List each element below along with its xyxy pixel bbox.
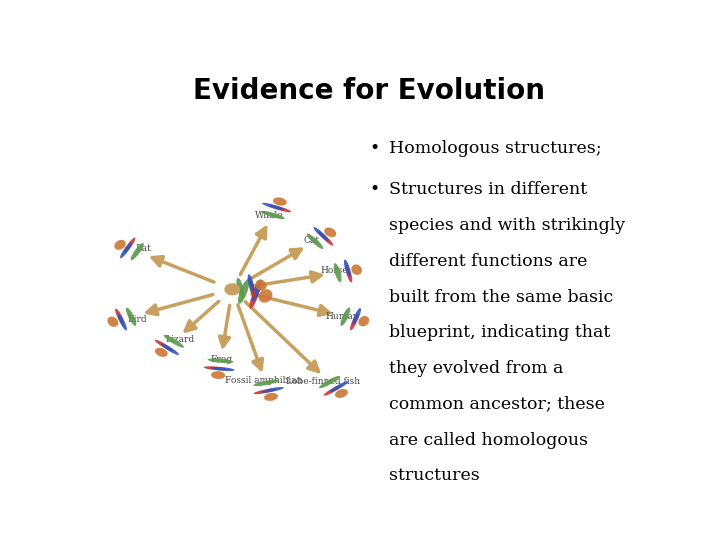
Text: built from the same basic: built from the same basic bbox=[389, 288, 613, 306]
Ellipse shape bbox=[249, 280, 256, 299]
Ellipse shape bbox=[252, 279, 262, 301]
Ellipse shape bbox=[117, 314, 127, 330]
Text: Lizard: Lizard bbox=[166, 335, 195, 344]
Ellipse shape bbox=[236, 278, 244, 298]
Ellipse shape bbox=[351, 265, 362, 275]
Text: Whale: Whale bbox=[255, 211, 283, 220]
Text: Structures in different: Structures in different bbox=[389, 181, 587, 198]
Circle shape bbox=[225, 284, 240, 295]
Ellipse shape bbox=[313, 227, 328, 241]
Ellipse shape bbox=[204, 366, 228, 370]
Ellipse shape bbox=[114, 240, 126, 250]
Text: they evolved from a: they evolved from a bbox=[389, 360, 563, 377]
Text: different functions are: different functions are bbox=[389, 253, 587, 270]
Ellipse shape bbox=[124, 238, 135, 253]
Text: Evidence for Evolution: Evidence for Evolution bbox=[193, 77, 545, 105]
Ellipse shape bbox=[115, 308, 125, 325]
Text: Human: Human bbox=[325, 312, 359, 321]
Ellipse shape bbox=[359, 316, 369, 326]
Ellipse shape bbox=[318, 232, 333, 246]
Ellipse shape bbox=[211, 371, 225, 379]
Ellipse shape bbox=[248, 274, 254, 293]
Ellipse shape bbox=[107, 316, 118, 327]
Ellipse shape bbox=[253, 380, 279, 386]
Ellipse shape bbox=[207, 359, 233, 363]
Ellipse shape bbox=[163, 335, 184, 348]
Ellipse shape bbox=[330, 381, 348, 392]
Text: Fossil amphibian: Fossil amphibian bbox=[225, 376, 302, 385]
Ellipse shape bbox=[269, 205, 291, 212]
Text: Horse: Horse bbox=[320, 266, 348, 275]
Ellipse shape bbox=[264, 393, 278, 401]
Text: Bird: Bird bbox=[128, 315, 148, 323]
Ellipse shape bbox=[258, 289, 272, 303]
Text: species and with strikingly: species and with strikingly bbox=[389, 217, 625, 234]
Text: Lobe-finned fish: Lobe-finned fish bbox=[287, 377, 361, 386]
Text: are called homologous: are called homologous bbox=[389, 431, 588, 449]
Ellipse shape bbox=[346, 265, 352, 282]
Ellipse shape bbox=[155, 348, 168, 357]
Ellipse shape bbox=[319, 376, 340, 388]
Ellipse shape bbox=[161, 343, 179, 355]
Text: common ancestor; these: common ancestor; these bbox=[389, 396, 604, 413]
Ellipse shape bbox=[344, 260, 351, 277]
Ellipse shape bbox=[262, 203, 284, 210]
Text: •: • bbox=[369, 140, 379, 157]
Text: •: • bbox=[369, 181, 379, 198]
Ellipse shape bbox=[273, 198, 287, 206]
Ellipse shape bbox=[120, 242, 132, 258]
Ellipse shape bbox=[334, 263, 341, 282]
Ellipse shape bbox=[341, 307, 350, 326]
Text: structures: structures bbox=[389, 467, 480, 484]
Ellipse shape bbox=[261, 387, 284, 393]
Ellipse shape bbox=[352, 308, 361, 325]
Ellipse shape bbox=[126, 308, 136, 326]
Ellipse shape bbox=[211, 367, 235, 371]
Ellipse shape bbox=[335, 389, 348, 398]
Ellipse shape bbox=[249, 287, 259, 308]
Text: blueprint, indicating that: blueprint, indicating that bbox=[389, 324, 610, 341]
Text: Cat: Cat bbox=[304, 237, 320, 245]
Ellipse shape bbox=[261, 211, 285, 219]
Ellipse shape bbox=[238, 279, 249, 304]
Text: Frog: Frog bbox=[211, 355, 233, 364]
Ellipse shape bbox=[155, 340, 174, 352]
Text: Homologous structures;: Homologous structures; bbox=[389, 140, 601, 157]
Ellipse shape bbox=[324, 384, 343, 396]
Ellipse shape bbox=[350, 313, 359, 330]
Ellipse shape bbox=[324, 227, 336, 237]
Ellipse shape bbox=[307, 233, 323, 249]
Ellipse shape bbox=[130, 243, 144, 260]
Ellipse shape bbox=[253, 388, 276, 394]
Ellipse shape bbox=[256, 280, 266, 291]
Text: Bat: Bat bbox=[135, 245, 151, 253]
